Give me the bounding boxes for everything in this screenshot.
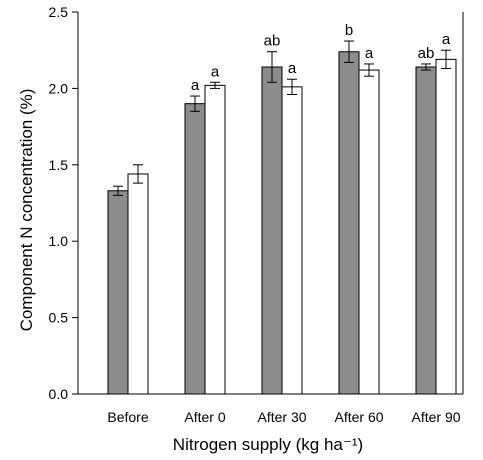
y-tick-label: 2.5 (49, 4, 69, 20)
significance-label: a (288, 60, 297, 77)
bar (261, 66, 283, 395)
bar (127, 173, 149, 395)
significance-label: a (442, 31, 451, 48)
significance-label: a (211, 63, 220, 80)
x-category-label: After 30 (257, 409, 306, 425)
y-tick-label: 0.5 (49, 310, 69, 326)
significance-label: b (345, 22, 353, 39)
y-tick-label: 0.0 (49, 386, 69, 402)
x-axis-title: Nitrogen supply (kg ha⁻¹) (173, 435, 363, 454)
x-category-label: After 90 (411, 409, 460, 425)
y-axis-title: Component N concentration (%) (17, 89, 36, 332)
y-tick-label: 1.5 (49, 157, 69, 173)
x-category-label: After 0 (184, 409, 225, 425)
significance-label: a (365, 45, 374, 62)
bar (415, 66, 437, 395)
x-category-label: Before (107, 409, 148, 425)
y-tick-label: 2.0 (49, 80, 69, 96)
bar (204, 84, 226, 395)
bar (435, 58, 457, 395)
bar (281, 86, 303, 395)
significance-label: ab (418, 45, 435, 62)
significance-label: a (191, 77, 200, 94)
x-category-label: After 60 (334, 409, 383, 425)
bar (338, 51, 360, 395)
error-bars-group (113, 40, 451, 196)
bar (358, 69, 380, 395)
y-tick-label: 1.0 (49, 233, 69, 249)
bars-group (107, 51, 457, 395)
bar (107, 190, 129, 395)
labels-group: Before After 0 After 30 After 60 After 90aab… (107, 22, 460, 425)
significance-label: ab (264, 33, 281, 50)
bar (184, 103, 206, 395)
